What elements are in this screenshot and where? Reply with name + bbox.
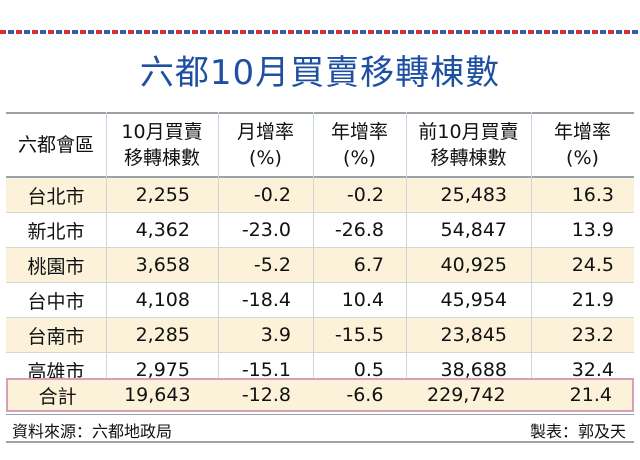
cell-oct: 2,285 — [135, 324, 190, 346]
column-divider — [313, 112, 314, 378]
total-region: 合計 — [38, 385, 77, 408]
cell-region: 台中市 — [27, 290, 85, 313]
cell-oct: 4,362 — [135, 219, 190, 241]
cell-ytd: 40,925 — [440, 254, 507, 276]
cell-ytd: 38,688 — [440, 359, 507, 381]
cell-ytd-yoy: 24.5 — [571, 254, 614, 276]
cell-ytd-yoy: 23.2 — [571, 324, 614, 346]
total-row: 合計 19,643 -12.8 -6.6 229,742 21.4 — [6, 378, 634, 412]
header-oct-transfers-line2: 移轉棟數 — [123, 147, 200, 169]
cell-ytd-yoy: 16.3 — [571, 184, 614, 206]
cell-yoy: -0.2 — [346, 184, 384, 206]
header-yoy-line1: 年增率 — [330, 121, 388, 143]
total-oct: 19,643 — [124, 384, 191, 406]
cell-mom: -23.0 — [241, 219, 291, 241]
cell-yoy: 0.5 — [353, 359, 384, 381]
cell-oct: 2,255 — [135, 184, 190, 206]
table-row: 高雄市 2,975 -15.1 0.5 38,688 32.4 — [6, 353, 634, 388]
total-ytd-yoy: 21.4 — [569, 384, 612, 406]
column-divider — [218, 112, 219, 378]
cell-ytd-yoy: 21.9 — [571, 289, 614, 311]
table-row: 新北市 4,362 -23.0 -26.8 54,847 13.9 — [6, 213, 634, 248]
column-divider — [531, 112, 532, 378]
header-ytd-yoy: 年增率 (%) — [531, 114, 634, 176]
cell-ytd: 25,483 — [440, 184, 507, 206]
total-ytd: 229,742 — [427, 384, 506, 406]
cell-ytd: 54,847 — [440, 219, 507, 241]
cell-region: 台北市 — [27, 185, 85, 208]
cell-mom: -15.1 — [241, 359, 291, 381]
cell-region: 桃園市 — [27, 255, 85, 278]
column-divider — [106, 112, 107, 378]
header-oct-transfers: 10月買賣 移轉棟數 — [106, 114, 218, 176]
author-note: 製表：郭及天 — [529, 422, 626, 441]
cell-yoy: 6.7 — [353, 254, 384, 276]
cell-ytd: 23,845 — [440, 324, 507, 346]
source-note: 資料來源：六都地政局 — [12, 422, 173, 441]
cell-ytd-yoy: 32.4 — [571, 359, 614, 381]
header-mom-line2: (%) — [249, 147, 282, 169]
decorative-top-border — [0, 30, 640, 34]
header-ytd-transfers-line2: 移轉棟數 — [430, 147, 507, 169]
cell-mom: 3.9 — [260, 324, 291, 346]
header-ytd-yoy-line1: 年增率 — [553, 121, 611, 143]
header-yoy: 年增率 (%) — [313, 114, 406, 176]
cell-mom: -18.4 — [241, 289, 291, 311]
table-row: 台南市 2,285 3.9 -15.5 23,845 23.2 — [6, 318, 634, 353]
table-row: 台北市 2,255 -0.2 -0.2 25,483 16.3 — [6, 178, 634, 213]
header-ytd-transfers: 前10月買賣 移轉棟數 — [406, 114, 531, 176]
table-header: 六都會區 10月買賣 移轉棟數 月增率 (%) 年增率 (%) 前10月買賣 移… — [6, 112, 634, 178]
header-mom-line1: 月增率 — [236, 121, 294, 143]
header-mom: 月增率 (%) — [218, 114, 313, 176]
cell-mom: -5.2 — [253, 254, 291, 276]
cell-ytd-yoy: 13.9 — [571, 219, 614, 241]
header-ytd-yoy-line2: (%) — [566, 147, 599, 169]
footer: 資料來源：六都地政局 製表：郭及天 — [6, 414, 634, 443]
cell-region: 新北市 — [27, 220, 85, 243]
cell-yoy: -26.8 — [334, 219, 384, 241]
table-row: 桃園市 3,658 -5.2 6.7 40,925 24.5 — [6, 248, 634, 283]
table-row: 台中市 4,108 -18.4 10.4 45,954 21.9 — [6, 283, 634, 318]
cell-yoy: 10.4 — [341, 289, 384, 311]
total-yoy: -6.6 — [346, 384, 384, 406]
header-yoy-line2: (%) — [343, 147, 376, 169]
cell-region: 台南市 — [27, 325, 85, 348]
header-region-label: 六都會區 — [17, 134, 94, 156]
data-table: 六都會區 10月買賣 移轉棟數 月增率 (%) 年增率 (%) 前10月買賣 移… — [6, 112, 634, 388]
header-ytd-transfers-line1: 前10月買賣 — [418, 121, 519, 143]
cell-oct: 3,658 — [135, 254, 190, 276]
header-region: 六都會區 — [6, 114, 106, 176]
cell-mom: -0.2 — [253, 184, 291, 206]
cell-oct: 4,108 — [135, 289, 190, 311]
cell-oct: 2,975 — [135, 359, 190, 381]
cell-yoy: -15.5 — [334, 324, 384, 346]
page-title: 六都10月買賣移轉棟數 — [139, 53, 501, 93]
header-oct-transfers-line1: 10月買賣 — [121, 121, 203, 143]
total-mom: -12.8 — [241, 384, 291, 406]
cell-region: 高雄市 — [27, 360, 85, 383]
cell-ytd: 45,954 — [440, 289, 507, 311]
column-divider — [406, 112, 407, 378]
